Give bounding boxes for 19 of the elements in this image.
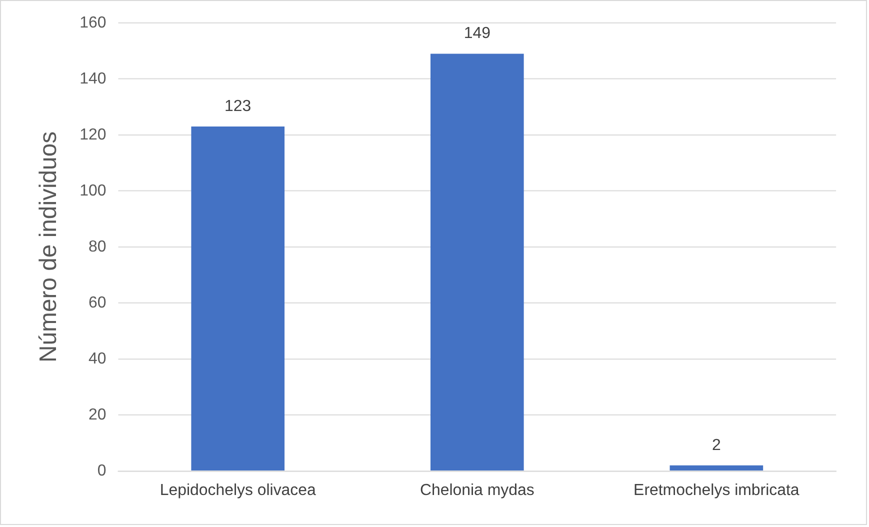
y-tick-label: 80 xyxy=(88,238,106,256)
y-tick-label: 60 xyxy=(88,294,106,312)
bar xyxy=(430,54,524,471)
x-tick-label: Eretmochelys imbricata xyxy=(634,482,800,499)
x-tick-label: Lepidochelys olivacea xyxy=(160,482,316,499)
y-tick-label: 140 xyxy=(80,70,106,88)
data-label: 149 xyxy=(464,25,491,42)
data-label: 123 xyxy=(224,98,252,115)
y-tick-label: 100 xyxy=(80,182,106,200)
bar xyxy=(191,126,285,471)
data-label: 2 xyxy=(712,436,721,454)
y-tick-label: 40 xyxy=(88,350,106,368)
y-tick-label: 160 xyxy=(80,14,106,32)
x-tick-label: Chelonia mydas xyxy=(420,482,534,499)
y-tick-label: 0 xyxy=(97,462,106,480)
y-tick-label: 20 xyxy=(88,406,106,424)
y-axis-title: Número de individuos xyxy=(34,131,62,362)
y-tick-label: 120 xyxy=(80,126,106,144)
bar xyxy=(670,465,764,471)
